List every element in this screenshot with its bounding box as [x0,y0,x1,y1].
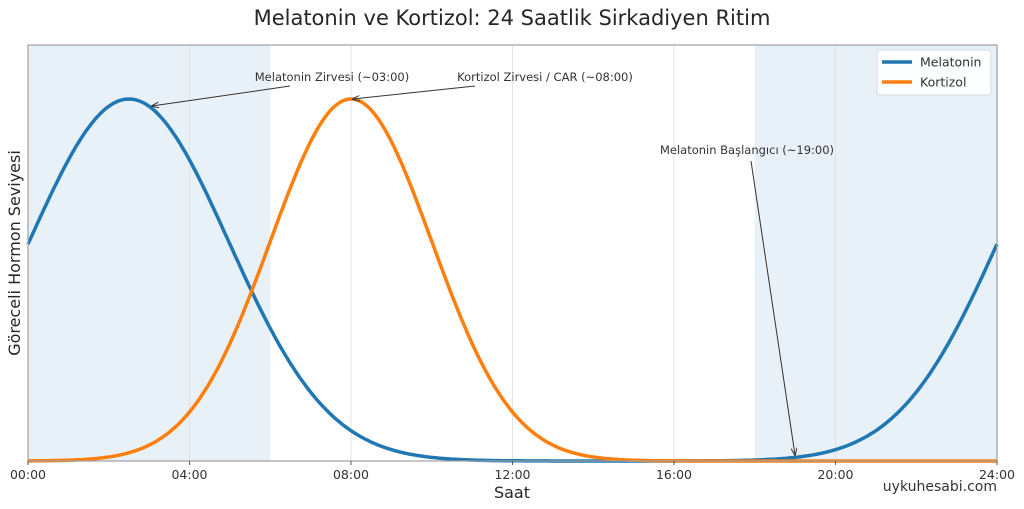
annotation-melatonin-peak: Melatonin Zirvesi (~03:00) [255,70,410,84]
annotations: Melatonin Zirvesi (~03:00) Kortizol Zirv… [152,70,834,455]
legend: Melatonin Kortizol [876,49,992,96]
watermark: uykuhesabi.com [883,479,997,495]
x-tick-label: 16:00 [656,467,692,482]
x-tick-label: 12:00 [494,467,530,482]
x-tick-label: 24:00 [979,467,1015,482]
arrow-cortisol-peak [353,85,476,99]
annotation-melatonin-onset: Melatonin Başlangıcı (~19:00) [660,143,834,157]
plot-area [26,44,999,463]
night-shade-1 [754,45,997,461]
night-shade-0 [28,45,271,461]
annotation-cortisol-peak: Kortizol Zirvesi / CAR (~08:00) [457,70,633,84]
shaded-regions [28,45,997,461]
x-axis-ticks: 00:00 04:00 08:00 12:00 16:00 20:00 24:00 [10,461,1015,482]
legend-label-kortizol: Kortizol [920,75,966,90]
legend-label-melatonin: Melatonin [920,55,981,70]
arrow-melatonin-peak [152,85,291,106]
x-tick-label: 04:00 [171,467,207,482]
x-axis-label: Saat [494,483,530,502]
y-axis-label: Göreceli Hormon Seviyesi [5,150,24,356]
x-tick-label: 20:00 [817,467,853,482]
chart-title: Melatonin ve Kortizol: 24 Saatlik Sirkad… [254,6,771,30]
grid-lines [189,45,836,461]
x-tick-label: 08:00 [333,467,369,482]
arrow-melatonin-onset [750,160,795,455]
x-tick-label: 00:00 [10,467,46,482]
